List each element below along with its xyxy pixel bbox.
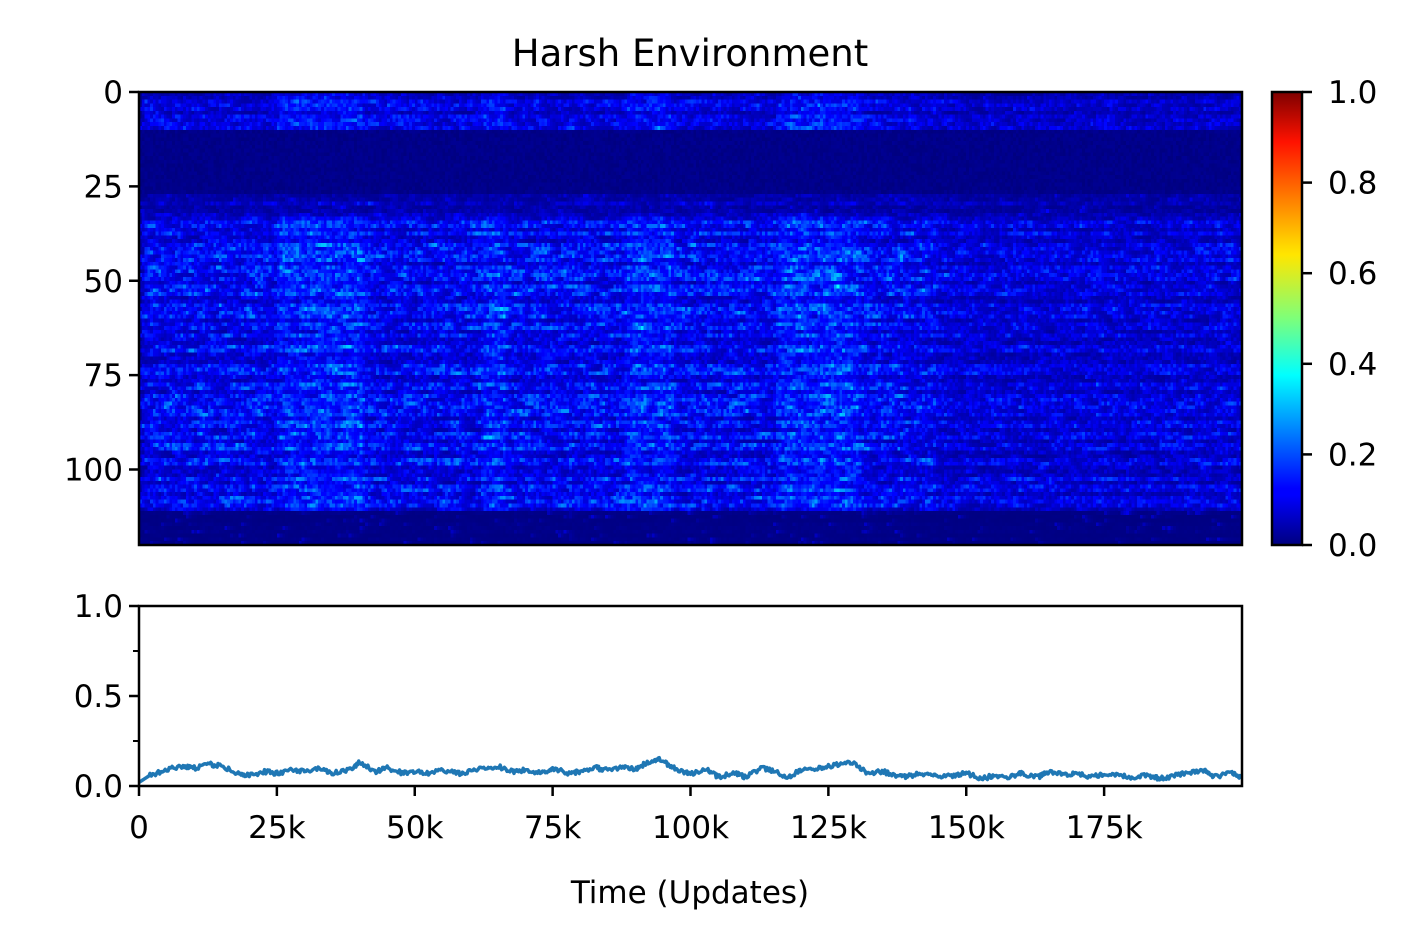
heatmap-image <box>139 92 1242 545</box>
line-x-tick-label: 75k <box>524 810 581 846</box>
line-series <box>138 755 1243 784</box>
colorbar-gradient <box>1270 90 1304 547</box>
colorbar: 0.0 0.2 0.4 0.6 0.8 1.0 <box>1270 75 1377 564</box>
heatmap-y-tick-label: 100 <box>64 453 123 489</box>
line-x-tick-label: 0 <box>129 810 149 846</box>
line-x-axis: 0 25k 50k 75k 100k 125k 150k 175k <box>129 786 1143 846</box>
line-x-tick-label: 50k <box>386 810 443 846</box>
line-x-tick-label: 150k <box>928 810 1005 846</box>
line-y-tick-label: 1.0 <box>74 589 123 625</box>
line-panel: 0.0 0.5 1.0 0 25k 50k 75k 100k 125k 150k 175k <box>74 589 1244 846</box>
heatmap-title: Harsh Environment <box>512 32 868 75</box>
colorbar-tick-label: 0.8 <box>1328 166 1377 202</box>
heatmap-y-axis: 0 25 50 75 100 <box>64 75 139 489</box>
x-axis-label: Time (Updates) <box>570 875 809 911</box>
line-plot-background <box>139 606 1242 786</box>
line-y-axis: 0.0 0.5 1.0 <box>74 589 139 805</box>
colorbar-tick-label: 1.0 <box>1328 75 1377 111</box>
colorbar-axis: 0.0 0.2 0.4 0.6 0.8 1.0 <box>1302 75 1377 564</box>
heatmap-y-tick-label: 25 <box>84 169 123 205</box>
heatmap-y-tick-label: 75 <box>84 358 123 394</box>
line-y-tick-label: 0.5 <box>74 679 123 715</box>
colorbar-tick-label: 0.2 <box>1328 437 1377 473</box>
line-x-tick-label: 100k <box>652 810 729 846</box>
line-x-tick-label: 125k <box>790 810 867 846</box>
line-plot-frame <box>137 604 1244 788</box>
heatmap-y-tick-label: 0 <box>103 75 123 111</box>
heatmap-panel: 0 25 50 75 100 <box>64 75 1244 547</box>
line-x-tick-label: 175k <box>1066 810 1143 846</box>
colorbar-tick-label: 0.6 <box>1328 256 1377 292</box>
heatmap-frame <box>137 90 1244 547</box>
colorbar-tick-label: 0.4 <box>1328 347 1377 383</box>
line-y-tick-label: 0.0 <box>74 769 123 805</box>
line-x-tick-label: 25k <box>248 810 305 846</box>
colorbar-tick-label: 0.0 <box>1328 528 1377 564</box>
heatmap-y-tick-label: 50 <box>84 264 123 300</box>
